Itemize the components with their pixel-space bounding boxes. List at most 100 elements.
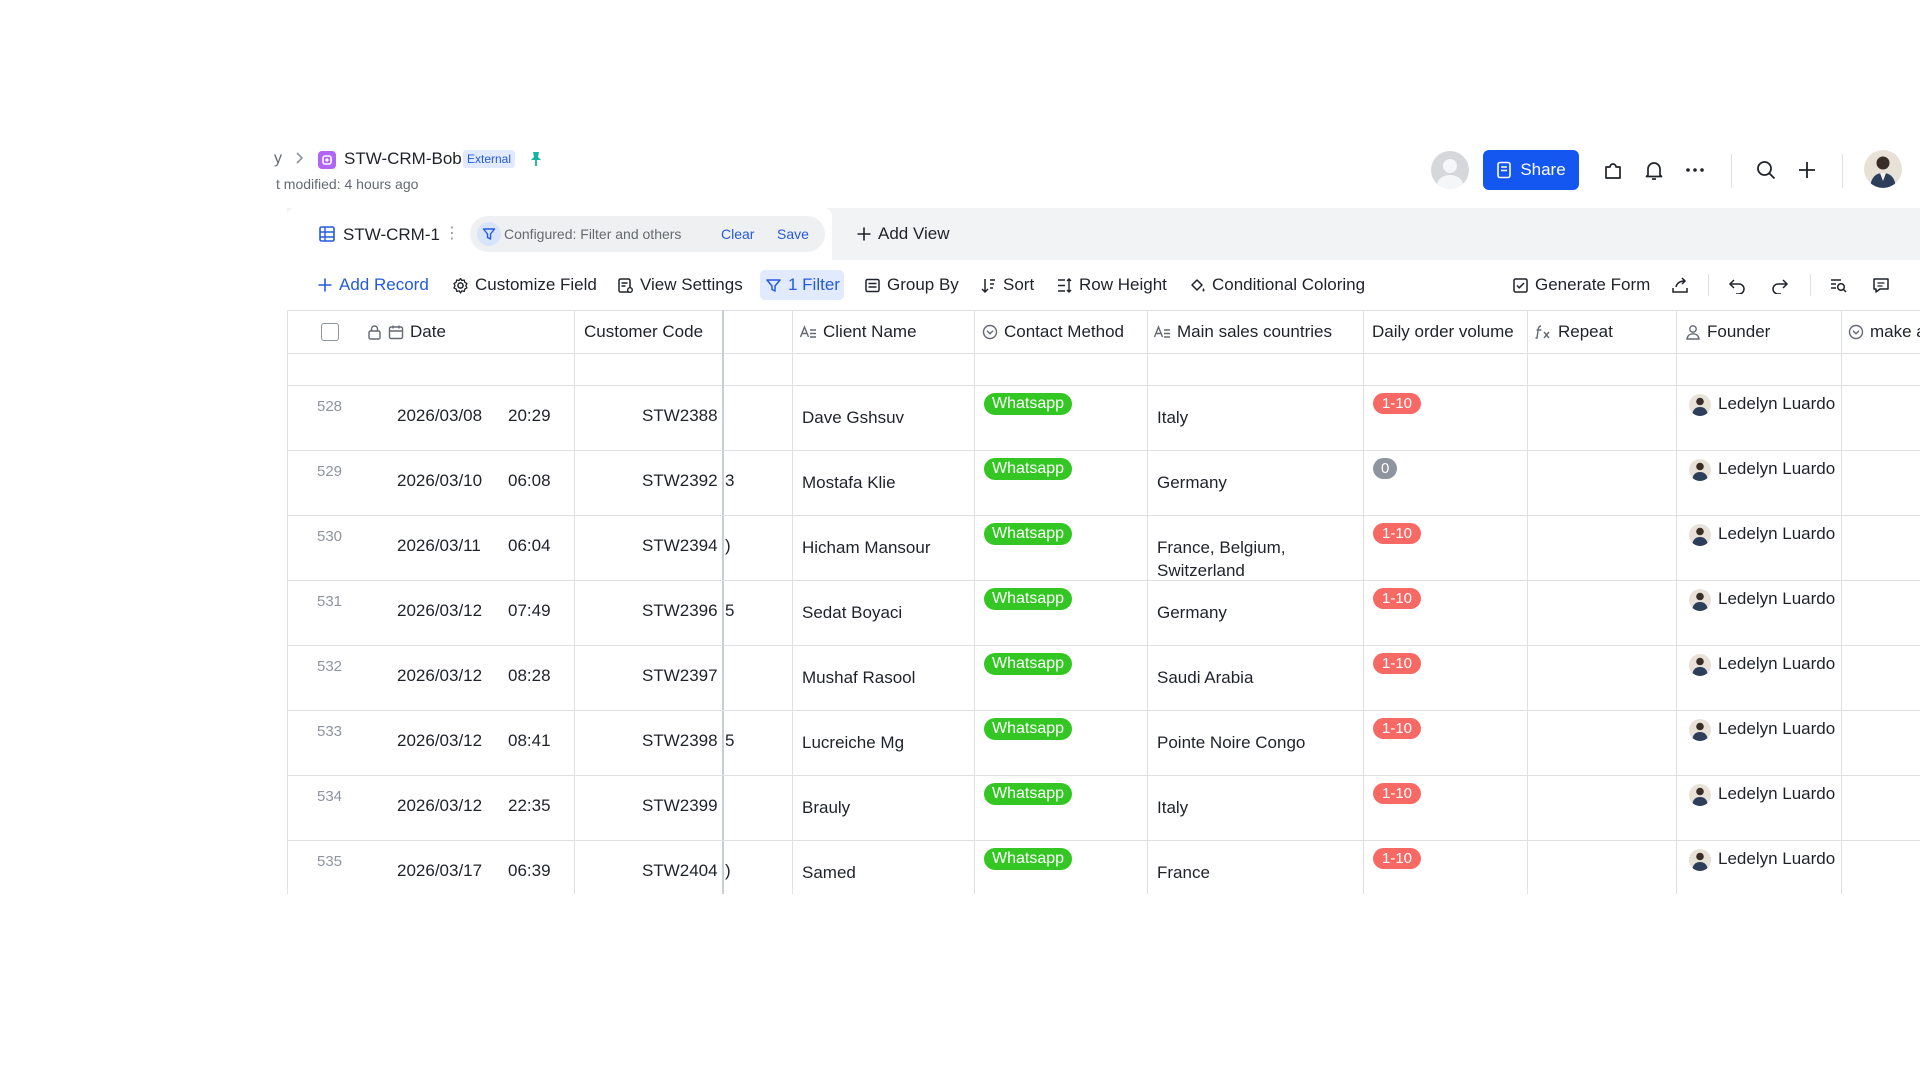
time-cell[interactable]: 06:04: [508, 536, 551, 555]
countries-cell[interactable]: Pointe Noire Congo: [1157, 733, 1306, 752]
user-avatar[interactable]: [1864, 150, 1902, 188]
column-header-client-name[interactable]: Client Name: [799, 311, 969, 353]
frozen-divider[interactable]: [722, 310, 724, 894]
column-header-daily-order-volume[interactable]: Daily order volume: [1372, 311, 1527, 353]
date-cell[interactable]: 2026/03/12: [397, 601, 483, 620]
volume-tag[interactable]: 1-10: [1373, 783, 1422, 804]
customer-code-cell[interactable]: STW2392: [642, 471, 718, 490]
client-name-cell[interactable]: Brauly: [802, 798, 851, 817]
volume-tag[interactable]: 1-10: [1373, 393, 1422, 414]
date-cell[interactable]: 2026/03/10: [397, 471, 483, 490]
column-header-main-sales-countries[interactable]: Main sales countries: [1153, 311, 1353, 353]
founder-name[interactable]: Ledelyn Luardo: [1718, 719, 1836, 738]
customer-code-cell[interactable]: STW2388: [642, 406, 718, 425]
filter-button[interactable]: 1 Filter: [765, 274, 840, 296]
date-cell[interactable]: 2026/03/08: [397, 406, 483, 425]
search-icon[interactable]: [1753, 157, 1779, 183]
client-name-cell[interactable]: Sedat Boyaci: [802, 603, 903, 622]
more-icon[interactable]: [1682, 157, 1708, 183]
customer-code-cell[interactable]: STW2404: [642, 861, 718, 880]
time-cell[interactable]: 06:08: [508, 471, 551, 490]
view-settings-button[interactable]: View Settings: [617, 274, 743, 296]
contact-method-tag[interactable]: Whatsapp: [984, 718, 1073, 740]
time-cell[interactable]: 06:39: [508, 861, 551, 880]
date-cell[interactable]: 2026/03/12: [397, 666, 483, 685]
table-row[interactable]: 531 2026/03/12 07:49 STW2396 5 Sedat Boy…: [287, 581, 1920, 646]
client-name-cell[interactable]: Mostafa Klie: [802, 473, 896, 492]
contact-method-tag[interactable]: Whatsapp: [984, 588, 1073, 610]
table-row[interactable]: 528 2026/03/08 20:29 STW2388 Dave Gshsuv…: [287, 386, 1920, 451]
plus-icon[interactable]: [1794, 157, 1820, 183]
client-name-cell[interactable]: Dave Gshsuv: [802, 408, 905, 427]
founder-name[interactable]: Ledelyn Luardo: [1718, 849, 1836, 868]
table-row[interactable]: 533 2026/03/12 08:41 STW2398 5 Lucreiche…: [287, 711, 1920, 776]
column-header-founder[interactable]: Founder: [1685, 311, 1815, 353]
table-row[interactable]: 535 2026/03/17 06:39 STW2404 ) Samed Wha…: [287, 841, 1920, 894]
founder-name[interactable]: Ledelyn Luardo: [1718, 654, 1836, 673]
conditional-coloring-button[interactable]: Conditional Coloring: [1189, 274, 1365, 296]
countries-cell[interactable]: Germany: [1157, 473, 1227, 492]
share-button[interactable]: Share: [1483, 150, 1579, 190]
column-header-make[interactable]: make a: [1848, 311, 1920, 353]
date-cell[interactable]: 2026/03/12: [397, 731, 483, 750]
contact-method-tag[interactable]: Whatsapp: [984, 848, 1073, 870]
countries-cell[interactable]: Saudi Arabia: [1157, 668, 1254, 687]
contact-method-tag[interactable]: Whatsapp: [984, 653, 1073, 675]
comment-icon[interactable]: [1868, 272, 1894, 298]
table-row[interactable]: 534 2026/03/12 22:35 STW2399 Brauly What…: [287, 776, 1920, 841]
table-row[interactable]: 529 2026/03/10 06:08 STW2392 3 Mostafa K…: [287, 451, 1920, 516]
date-cell[interactable]: 2026/03/17: [397, 861, 483, 880]
volume-tag[interactable]: 1-10: [1373, 718, 1422, 739]
tab-more-icon[interactable]: ⋮: [444, 225, 460, 242]
table-row[interactable]: 530 2026/03/11 06:04 STW2394 ) Hicham Ma…: [287, 516, 1920, 581]
volume-tag[interactable]: 1-10: [1373, 848, 1422, 869]
column-header-repeat[interactable]: Repeat: [1534, 311, 1664, 353]
founder-name[interactable]: Ledelyn Luardo: [1718, 459, 1836, 478]
client-name-cell[interactable]: Lucreiche Mg: [802, 733, 905, 752]
column-header-contact-method[interactable]: Contact Method: [982, 311, 1147, 353]
plugin-icon[interactable]: [1600, 157, 1626, 183]
contact-method-tag[interactable]: Whatsapp: [984, 393, 1073, 415]
volume-tag[interactable]: 1-10: [1373, 588, 1422, 609]
add-view-button[interactable]: Add View: [856, 224, 950, 244]
clear-button[interactable]: Clear: [721, 226, 755, 242]
founder-name[interactable]: Ledelyn Luardo: [1718, 784, 1836, 803]
customer-code-cell[interactable]: STW2397: [642, 666, 718, 685]
customer-code-cell[interactable]: STW2396: [642, 601, 718, 620]
customer-code-cell[interactable]: STW2399: [642, 796, 718, 815]
founder-name[interactable]: Ledelyn Luardo: [1718, 589, 1836, 608]
save-button[interactable]: Save: [777, 226, 809, 242]
contact-method-tag[interactable]: Whatsapp: [984, 458, 1073, 480]
countries-cell[interactable]: France, Belgium,: [1157, 538, 1286, 557]
founder-name[interactable]: Ledelyn Luardo: [1718, 394, 1836, 413]
volume-tag[interactable]: 1-10: [1373, 653, 1422, 674]
column-header-date[interactable]: Date: [367, 311, 547, 353]
generate-form-button[interactable]: Generate Form: [1512, 274, 1650, 296]
countries-cell[interactable]: Italy: [1157, 408, 1189, 427]
bell-icon[interactable]: [1641, 157, 1667, 183]
customer-code-cell[interactable]: STW2394: [642, 536, 718, 555]
redo-icon[interactable]: [1767, 272, 1793, 298]
contact-method-tag[interactable]: Whatsapp: [984, 523, 1073, 545]
group-by-button[interactable]: Group By: [864, 274, 959, 296]
table-row[interactable]: 532 2026/03/12 08:28 STW2397 Mushaf Raso…: [287, 646, 1920, 711]
time-cell[interactable]: 20:29: [508, 406, 551, 425]
undo-icon[interactable]: [1724, 272, 1750, 298]
contact-method-tag[interactable]: Whatsapp: [984, 783, 1073, 805]
customer-code-cell[interactable]: STW2398: [642, 731, 718, 750]
time-cell[interactable]: 22:35: [508, 796, 551, 815]
tab-label[interactable]: STW-CRM-1: [343, 225, 440, 244]
time-cell[interactable]: 08:41: [508, 731, 551, 750]
add-record-button[interactable]: Add Record: [317, 274, 429, 296]
client-name-cell[interactable]: Samed: [802, 863, 856, 882]
date-cell[interactable]: 2026/03/11: [397, 536, 481, 555]
select-all-checkbox[interactable]: [321, 323, 339, 341]
client-name-cell[interactable]: Hicham Mansour: [802, 538, 931, 557]
date-cell[interactable]: 2026/03/12: [397, 796, 483, 815]
countries-cell[interactable]: Italy: [1157, 798, 1189, 817]
countries-cell[interactable]: Germany: [1157, 603, 1227, 622]
row-height-button[interactable]: Row Height: [1056, 274, 1167, 296]
countries-cell[interactable]: France: [1157, 863, 1210, 882]
column-header-customer-code[interactable]: Customer Code: [584, 311, 724, 353]
volume-tag[interactable]: 1-10: [1373, 523, 1422, 544]
